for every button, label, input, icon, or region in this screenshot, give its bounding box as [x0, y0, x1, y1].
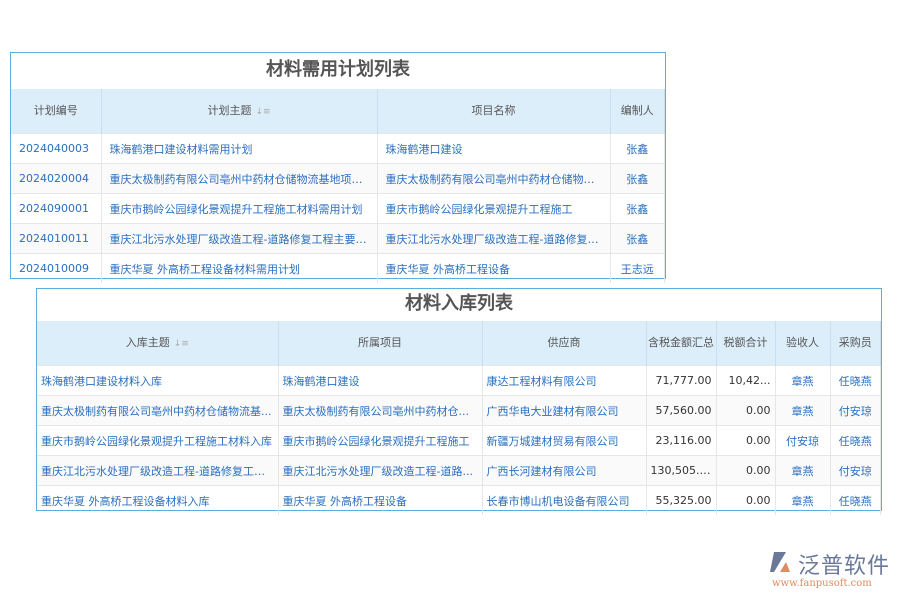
panel-title: 材料需用计划列表	[266, 59, 410, 80]
table-cell[interactable]: 长春市博山机电设备有限公司	[482, 485, 647, 515]
logo-name: 泛普软件	[798, 554, 891, 579]
table-cell[interactable]: 重庆市鹅岭公园绿化景观提升工程施工材料需用计划	[101, 193, 378, 224]
header-label: 采购员	[838, 336, 872, 349]
table-cell[interactable]: 张鑫	[610, 163, 665, 194]
table-cell[interactable]: 2024010009	[11, 253, 102, 283]
table-cell[interactable]: 重庆太极制药有限公司亳州中药材仓储物流基...	[37, 395, 279, 426]
table-cell[interactable]: 章燕	[775, 365, 831, 396]
table-cell[interactable]: 章燕	[775, 455, 831, 486]
material-inbound-table: 入库主题 ↓≡ 所属项目 供应商 含税金额汇总 税额合计 验收人 采购员 珠海鹤港…	[37, 321, 881, 515]
header-label: 编制人	[620, 104, 654, 117]
table-cell[interactable]: 王志远	[610, 253, 665, 283]
table-cell[interactable]: 珠海鹤港口建设	[278, 365, 483, 396]
column-header[interactable]: 项目名称	[377, 89, 611, 134]
table-cell: 55,325.00	[646, 485, 717, 515]
logo-url: www.fanpusoft.com	[772, 578, 872, 589]
table-row[interactable]: 重庆太极制药有限公司亳州中药材仓储物流基... 重庆太极制药有限公司亳州中药材仓.…	[37, 395, 881, 426]
header-label: 项目名称	[471, 104, 516, 117]
material-plan-panel: 材料需用计划列表 计划编号 计划主题 ↓≡ 项目名称 编制人 2024040003…	[10, 52, 666, 283]
sort-icon[interactable]: ↓≡	[173, 338, 189, 349]
table-row[interactable]: 2024010009 重庆华夏 外高桥工程设备材料需用计划 重庆华夏 外高桥工程设备…	[11, 253, 665, 283]
table-cell[interactable]: 任晓燕	[830, 365, 881, 396]
table-cell[interactable]: 2024020004	[11, 163, 102, 194]
table-cell[interactable]: 张鑫	[610, 193, 665, 224]
table-cell[interactable]: 付安琼	[775, 425, 831, 456]
header-label: 计划主题	[207, 103, 252, 117]
header-label: 含税金额汇总	[648, 336, 714, 349]
table-cell: 10,42...	[716, 365, 776, 396]
column-header[interactable]: 采购员	[830, 321, 881, 366]
table-cell: 23,116.00	[646, 425, 717, 456]
table-cell: 130,505.00	[646, 455, 717, 486]
table-row[interactable]: 2024040003 珠海鹤港口建设材料需用计划 珠海鹤港口建设 张鑫	[11, 133, 665, 164]
table-cell[interactable]: 重庆江北污水处理厂级改造工程-道路...	[278, 455, 483, 486]
material-plan-table: 计划编号 计划主题 ↓≡ 项目名称 编制人 2024040003 珠海鹤港口建设材料…	[11, 89, 665, 283]
table-cell[interactable]: 2024040003	[11, 133, 102, 164]
table-cell[interactable]: 任晓燕	[830, 485, 881, 515]
table-row[interactable]: 2024010011 重庆江北污水处理厂级改造工程-道路修复工程主要材料 重庆江北污…	[11, 223, 665, 254]
table-cell[interactable]: 章燕	[775, 395, 831, 426]
header-label: 所属项目	[358, 336, 402, 349]
table-cell[interactable]: 珠海鹤港口建设材料需用计划	[101, 133, 378, 164]
table-cell[interactable]: 重庆华夏 外高桥工程设备材料需用计划	[101, 253, 378, 283]
column-header[interactable]: 编制人	[610, 89, 665, 134]
table-cell[interactable]: 重庆市鹅岭公园绿化景观提升工程施工材料入库	[37, 425, 279, 456]
table-cell: 0.00	[716, 425, 776, 456]
material-inbound-panel: 材料入库列表 入库主题 ↓≡ 所属项目 供应商 含税金额汇总 税额合计 验收人 采…	[36, 288, 882, 515]
table-cell[interactable]: 2024010011	[11, 223, 102, 254]
table-cell[interactable]: 广西长河建材有限公司	[482, 455, 647, 486]
table-cell[interactable]: 珠海鹤港口建设	[377, 133, 611, 164]
table-cell[interactable]: 珠海鹤港口建设材料入库	[37, 365, 279, 396]
table-cell[interactable]: 张鑫	[610, 133, 665, 164]
table-cell[interactable]: 重庆华夏 外高桥工程设备材料入库	[37, 485, 279, 515]
column-header[interactable]: 计划编号	[11, 89, 102, 134]
table-cell[interactable]: 重庆江北污水处理厂级改造工程-道路修复工程主要材料	[101, 223, 378, 254]
table-row[interactable]: 2024090001 重庆市鹅岭公园绿化景观提升工程施工材料需用计划 重庆市鹅岭公园…	[11, 193, 665, 224]
table-cell[interactable]: 重庆江北污水处理厂级改造工程-道路修复工程	[377, 223, 611, 254]
table-cell[interactable]: 2024090001	[11, 193, 102, 224]
table-cell[interactable]: 付安琼	[830, 395, 881, 426]
table-cell: 0.00	[716, 395, 776, 426]
table-cell: 57,560.00	[646, 395, 717, 426]
column-header[interactable]: 供应商	[482, 321, 647, 366]
table-cell[interactable]: 重庆华夏 外高桥工程设备	[278, 485, 483, 515]
column-header[interactable]: 计划主题 ↓≡	[101, 89, 378, 134]
table-cell[interactable]: 重庆江北污水处理厂级改造工程-道路修复工程...	[37, 455, 279, 486]
column-header[interactable]: 税额合计	[716, 321, 776, 366]
table-cell[interactable]: 张鑫	[610, 223, 665, 254]
table-row[interactable]: 重庆华夏 外高桥工程设备材料入库 重庆华夏 外高桥工程设备 长春市博山机电设备有限公…	[37, 485, 881, 515]
table-cell: 0.00	[716, 455, 776, 486]
header-label: 入库主题	[125, 335, 170, 349]
column-header[interactable]: 含税金额汇总	[646, 321, 717, 366]
panel-title: 材料入库列表	[405, 293, 513, 314]
table-cell[interactable]: 重庆太极制药有限公司亳州中药材仓储物流基地项目...	[101, 163, 378, 194]
table-cell: 71,777.00	[646, 365, 717, 396]
table-cell[interactable]: 广西华电大业建材有限公司	[482, 395, 647, 426]
table-row[interactable]: 重庆市鹅岭公园绿化景观提升工程施工材料入库 重庆市鹅岭公园绿化景观提升工程施工 新疆…	[37, 425, 881, 456]
table-row[interactable]: 珠海鹤港口建设材料入库 珠海鹤港口建设 康达工程材料有限公司 71,777.00 10,…	[37, 365, 881, 396]
table-cell[interactable]: 新疆万城建材贸易有限公司	[482, 425, 647, 456]
column-header[interactable]: 验收人	[775, 321, 831, 366]
header-label: 验收人	[786, 336, 819, 349]
table-cell[interactable]: 重庆市鹅岭公园绿化景观提升工程施工	[377, 193, 611, 224]
sort-icon[interactable]: ↓≡	[255, 106, 271, 117]
table-cell[interactable]: 康达工程材料有限公司	[482, 365, 647, 396]
column-header[interactable]: 所属项目	[278, 321, 483, 366]
table-cell[interactable]: 重庆市鹅岭公园绿化景观提升工程施工	[278, 425, 483, 456]
table-cell[interactable]: 重庆华夏 外高桥工程设备	[377, 253, 611, 283]
table-cell[interactable]: 重庆太极制药有限公司亳州中药材仓...	[278, 395, 483, 426]
table-cell[interactable]: 章燕	[775, 485, 831, 515]
table-cell[interactable]: 重庆太极制药有限公司亳州中药材仓储物流...	[377, 163, 611, 194]
column-header[interactable]: 入库主题 ↓≡	[37, 321, 279, 366]
table-cell: 0.00	[716, 485, 776, 515]
table-row[interactable]: 重庆江北污水处理厂级改造工程-道路修复工程... 重庆江北污水处理厂级改造工程-道…	[37, 455, 881, 486]
table-row[interactable]: 2024020004 重庆太极制药有限公司亳州中药材仓储物流基地项目... 重庆太极…	[11, 163, 665, 194]
logo-icon	[770, 552, 790, 572]
table-cell[interactable]: 付安琼	[830, 455, 881, 486]
table-cell[interactable]: 任晓燕	[830, 425, 881, 456]
header-label: 税额合计	[723, 336, 768, 349]
header-label: 供应商	[547, 336, 581, 349]
header-label: 计划编号	[33, 104, 78, 117]
